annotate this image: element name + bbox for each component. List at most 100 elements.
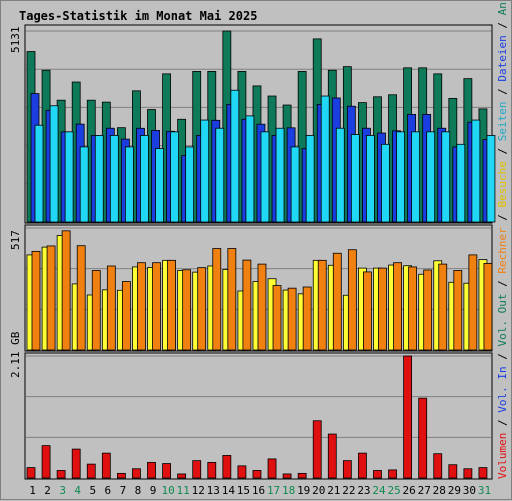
bar-volumen-day-12 <box>192 460 202 479</box>
bar-volumen-day-11 <box>177 473 187 479</box>
bar-rechner-day-12 <box>197 267 207 351</box>
bar-rechner-day-20 <box>317 259 327 351</box>
bar-volumen-day-8 <box>132 468 141 479</box>
legend-rechner: Rechner <box>496 227 509 274</box>
bar-seiten-day-16 <box>260 131 270 223</box>
bar-rechner-day-13 <box>212 248 222 351</box>
y-max-label: 5131 <box>9 27 22 54</box>
bar-rechner-day-22 <box>347 249 357 351</box>
bar-rechner-day-25 <box>393 262 402 351</box>
bar-rechner-day-4 <box>76 245 86 351</box>
bar-volumen-day-13 <box>207 461 217 479</box>
bar-seiten-day-10 <box>170 131 179 223</box>
x-tick-label: 29 <box>448 484 461 497</box>
bar-rechner-day-10 <box>167 259 176 351</box>
x-tick-label: 19 <box>297 484 310 497</box>
bar-rechner-day-14 <box>227 248 237 351</box>
bar-rechner-day-9 <box>152 262 161 351</box>
bar-volumen-day-7 <box>116 472 126 479</box>
bar-volumen-day-23 <box>358 452 367 479</box>
chart-panels: 5131 517 2.11 GB <box>9 24 496 480</box>
bar-seiten-day-20 <box>320 95 330 223</box>
bar-rechner-day-16 <box>257 263 267 351</box>
x-tick-label: 3 <box>59 484 66 497</box>
bar-rechner-day-27 <box>423 269 433 351</box>
bar-rechner-day-31 <box>483 262 493 351</box>
bar-seiten-day-2 <box>49 105 59 223</box>
bar-seiten-day-25 <box>396 131 405 223</box>
legend-separator: / <box>496 15 509 35</box>
bar-volumen-day-5 <box>86 463 96 479</box>
chart-title: Tages-Statistik im Monat Mai 2025 <box>19 9 257 23</box>
bar-seiten-day-15 <box>245 115 255 223</box>
x-tick-label: 12 <box>192 484 205 497</box>
bar-rechner-day-21 <box>332 252 342 351</box>
x-tick-label: 6 <box>105 484 112 497</box>
x-tick-label: 1 <box>29 484 36 497</box>
bar-volumen-day-31 <box>478 467 488 479</box>
bar-seiten-day-26 <box>411 131 421 223</box>
bar-seiten-day-27 <box>426 131 436 223</box>
x-tick-label: 10 <box>161 484 174 497</box>
bar-rechner-day-17 <box>272 285 282 351</box>
x-tick-label: 30 <box>463 484 476 497</box>
bar-seiten-day-4 <box>79 146 89 223</box>
x-tick-label: 21 <box>327 484 340 497</box>
panel-bottom: 2.11 GB <box>9 331 493 480</box>
bar-seiten-day-21 <box>335 127 345 223</box>
x-tick-label: 13 <box>207 484 220 497</box>
bar-rechner-day-7 <box>121 281 131 351</box>
legend-separator: / <box>496 274 509 294</box>
x-tick-label: 8 <box>135 484 142 497</box>
bar-rechner-day-8 <box>137 262 146 351</box>
x-tick-label: 5 <box>89 484 96 497</box>
x-tick-label: 22 <box>342 484 355 497</box>
bar-rechner-day-6 <box>106 265 116 351</box>
bar-seiten-day-22 <box>350 134 360 223</box>
bar-volumen-day-6 <box>101 452 111 479</box>
legend-separator: / <box>496 207 509 227</box>
bar-volumen-day-28 <box>433 453 443 479</box>
right-axis-series-labels: Volumen / Vol. In / Vol. Out / Rechner /… <box>496 1 509 479</box>
legend-dateien: Dateien <box>496 35 509 81</box>
bar-seiten-day-24 <box>381 143 390 223</box>
y-max-label: 2.11 GB <box>9 331 22 378</box>
bar-rechner-day-18 <box>287 287 297 351</box>
bar-volumen-day-26 <box>403 355 413 479</box>
bar-rechner-day-28 <box>438 263 448 351</box>
legend-besuche: Besuche <box>496 161 509 207</box>
bar-rechner-day-24 <box>378 267 387 351</box>
bar-rechner-day-30 <box>468 254 478 351</box>
bar-volumen-day-3 <box>56 470 66 479</box>
bar-seiten-day-19 <box>305 135 315 223</box>
y-max-label: 517 <box>9 230 22 250</box>
x-tick-label: 16 <box>252 484 265 497</box>
legend-separator: / <box>496 413 509 433</box>
x-tick-label: 9 <box>150 484 157 497</box>
bar-volumen-day-22 <box>342 460 352 479</box>
bar-seiten-day-30 <box>471 119 481 223</box>
x-tick-label: 24 <box>372 484 386 497</box>
bar-seiten-day-18 <box>290 146 300 223</box>
x-tick-label: 27 <box>418 484 431 497</box>
x-tick-label: 11 <box>177 484 190 497</box>
bar-seiten-day-3 <box>64 131 74 223</box>
bar-volumen-day-30 <box>463 468 473 479</box>
bar-volumen-day-1 <box>26 467 36 479</box>
bar-seiten-day-31 <box>486 135 496 223</box>
panel-top: 5131 <box>9 24 496 224</box>
bar-seiten-day-8 <box>140 135 149 223</box>
bar-volumen-day-25 <box>388 469 397 479</box>
bar-seiten-day-23 <box>366 135 375 223</box>
x-tick-label: 18 <box>282 484 295 497</box>
legend-volumen: Volumen <box>496 433 509 479</box>
bar-rechner-day-11 <box>182 269 192 351</box>
x-tick-label: 20 <box>312 484 325 497</box>
bar-seiten-day-17 <box>275 127 285 223</box>
bar-volumen-day-21 <box>327 433 337 479</box>
legend-separator: / <box>496 347 509 367</box>
bar-seiten-day-5 <box>94 135 104 223</box>
bar-seiten-day-29 <box>456 143 466 223</box>
bar-seiten-day-1 <box>34 124 44 223</box>
